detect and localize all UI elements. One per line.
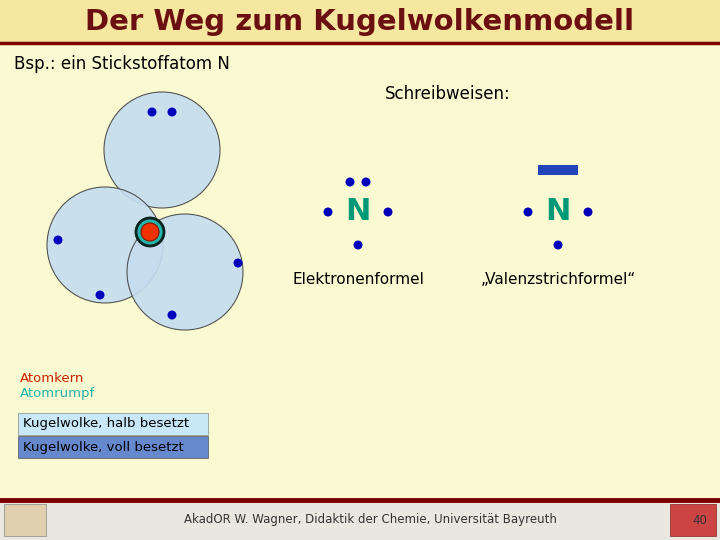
Text: Bsp.: ein Stickstoffatom N: Bsp.: ein Stickstoffatom N [14, 55, 230, 73]
Bar [18, 413, 208, 435]
Circle shape [384, 207, 392, 217]
Circle shape [354, 240, 362, 249]
Text: Kugelwolke, halb besetzt: Kugelwolke, halb besetzt [23, 417, 189, 430]
Text: Der Weg zum Kugelwolkenmodell: Der Weg zum Kugelwolkenmodell [86, 8, 634, 36]
Circle shape [523, 207, 533, 217]
Text: AkadOR W. Wagner, Didaktik der Chemie, Universität Bayreuth: AkadOR W. Wagner, Didaktik der Chemie, U… [184, 514, 557, 526]
Text: Kugelwolke, voll besetzt: Kugelwolke, voll besetzt [23, 441, 184, 454]
Text: N: N [545, 198, 571, 226]
Circle shape [141, 223, 159, 241]
Bar [18, 436, 208, 458]
Circle shape [148, 107, 156, 117]
Circle shape [554, 240, 562, 249]
Circle shape [47, 187, 163, 303]
Bar [4, 504, 46, 536]
Text: Elektronenformel: Elektronenformel [292, 272, 424, 287]
Bar [0, 0, 720, 43]
Text: N: N [346, 198, 371, 226]
Circle shape [583, 207, 593, 217]
Circle shape [136, 218, 164, 246]
Circle shape [233, 259, 243, 267]
Circle shape [96, 291, 104, 300]
Circle shape [168, 107, 176, 117]
Text: 40: 40 [693, 514, 708, 526]
Circle shape [53, 235, 63, 245]
Circle shape [361, 178, 371, 186]
Circle shape [168, 310, 176, 320]
Text: Atomrumpf: Atomrumpf [20, 387, 95, 400]
Circle shape [346, 178, 354, 186]
Circle shape [127, 214, 243, 330]
Bar [538, 165, 578, 175]
Circle shape [104, 92, 220, 208]
Text: Atomkern: Atomkern [20, 372, 84, 385]
Bar [670, 504, 716, 536]
Bar [0, 500, 720, 540]
Circle shape [323, 207, 333, 217]
Text: „Valenzstrichformel“: „Valenzstrichformel“ [480, 272, 636, 287]
Text: Schreibweisen:: Schreibweisen: [385, 85, 510, 103]
